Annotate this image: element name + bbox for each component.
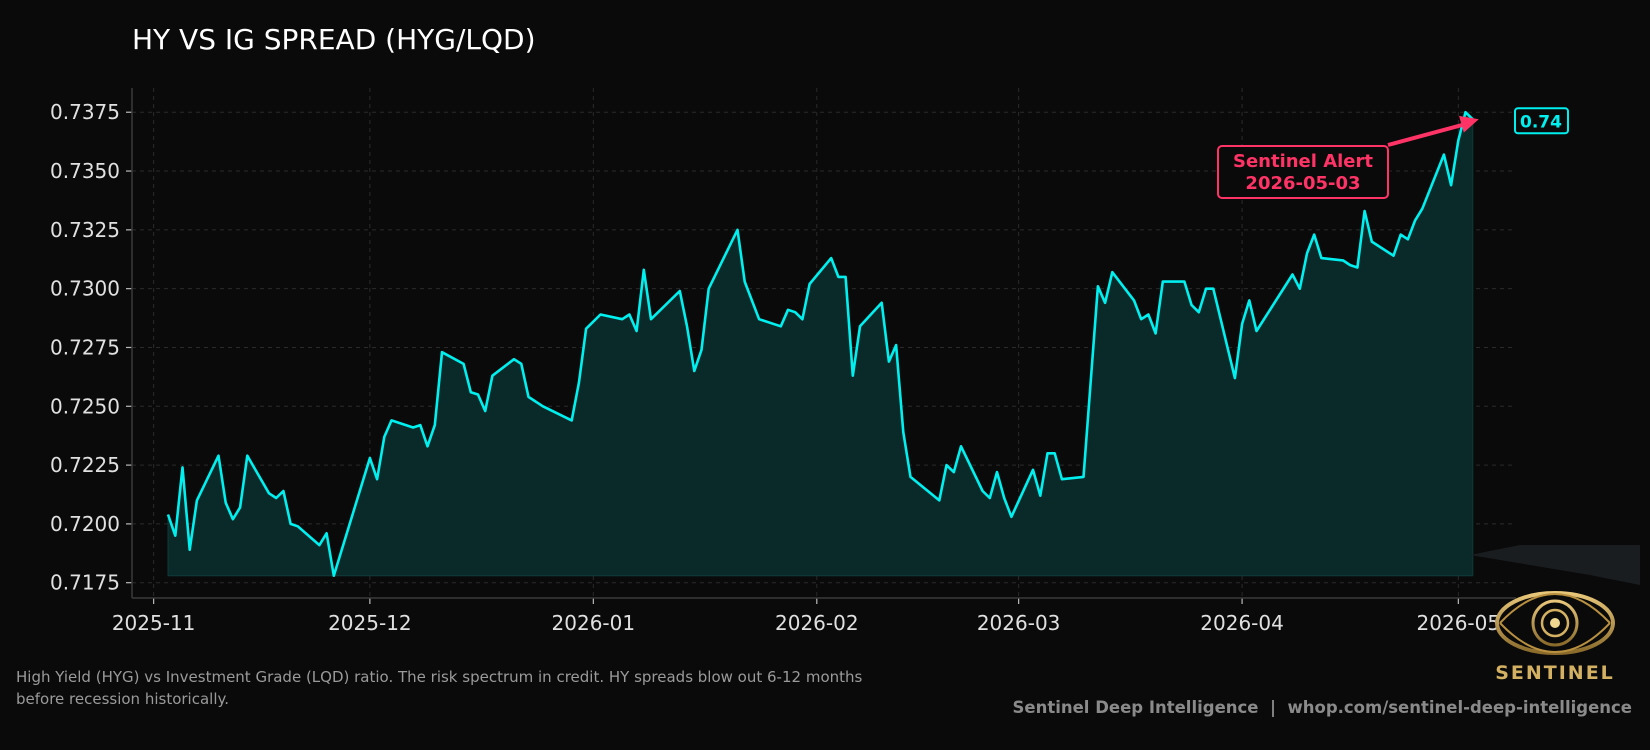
y-tick-label: 0.7300 [50, 277, 120, 301]
y-tick-label: 0.7325 [50, 218, 120, 242]
last-value-box [1514, 107, 1569, 135]
x-tick-label: 2026-01 [552, 611, 636, 635]
x-tick-label: 2026-05 [1417, 611, 1501, 635]
logo-text: SENTINEL [1495, 662, 1615, 684]
chart-title: HY VS IG SPREAD (HYG/LQD) [132, 23, 536, 56]
last-value-text: 0.74 [1520, 112, 1562, 132]
x-tick-label: 2026-02 [775, 611, 859, 635]
annotation-date: 2026-05-03 [1245, 173, 1360, 194]
x-tick-label: 2026-04 [1200, 611, 1284, 635]
annotation-box [1217, 145, 1389, 199]
y-tick-label: 0.7225 [50, 453, 120, 477]
eye-emblem-icon [1495, 591, 1615, 655]
chart: HY VS IG SPREAD (HYG/LQD) 0.71750.72000.… [50, 23, 1569, 635]
axes: 0.7175 0.7200 0.7225 0.7250 0.7275 0.7300 0.73… [50, 88, 1516, 635]
x-tick-label: 2025-12 [328, 611, 412, 635]
last-value-badge: 0.74 [1514, 107, 1569, 135]
x-tick-label: 2025-11 [112, 611, 196, 635]
y-tick-label: 0.7375 [50, 100, 120, 124]
footer-credit: Sentinel Deep Intelligence | whop.com/se… [1012, 698, 1633, 717]
sentinel-logo: SENTINEL [1470, 545, 1640, 684]
chart-caption: High Yield (HYG) vs Investment Grade (LQ… [16, 668, 863, 708]
y-tick-label: 0.7250 [50, 394, 120, 418]
y-tick-label: 0.7275 [50, 335, 120, 359]
annotation-label: Sentinel Alert [1233, 151, 1373, 172]
x-tick-label: 2026-03 [977, 611, 1061, 635]
y-tick-label: 0.7175 [50, 571, 120, 595]
y-tick-label: 0.7200 [50, 512, 120, 536]
series-line [166, 110, 1474, 577]
y-tick-label: 0.7350 [50, 159, 120, 183]
annotation-arrow [1387, 122, 1466, 147]
annotation-arrowhead [1459, 115, 1479, 133]
